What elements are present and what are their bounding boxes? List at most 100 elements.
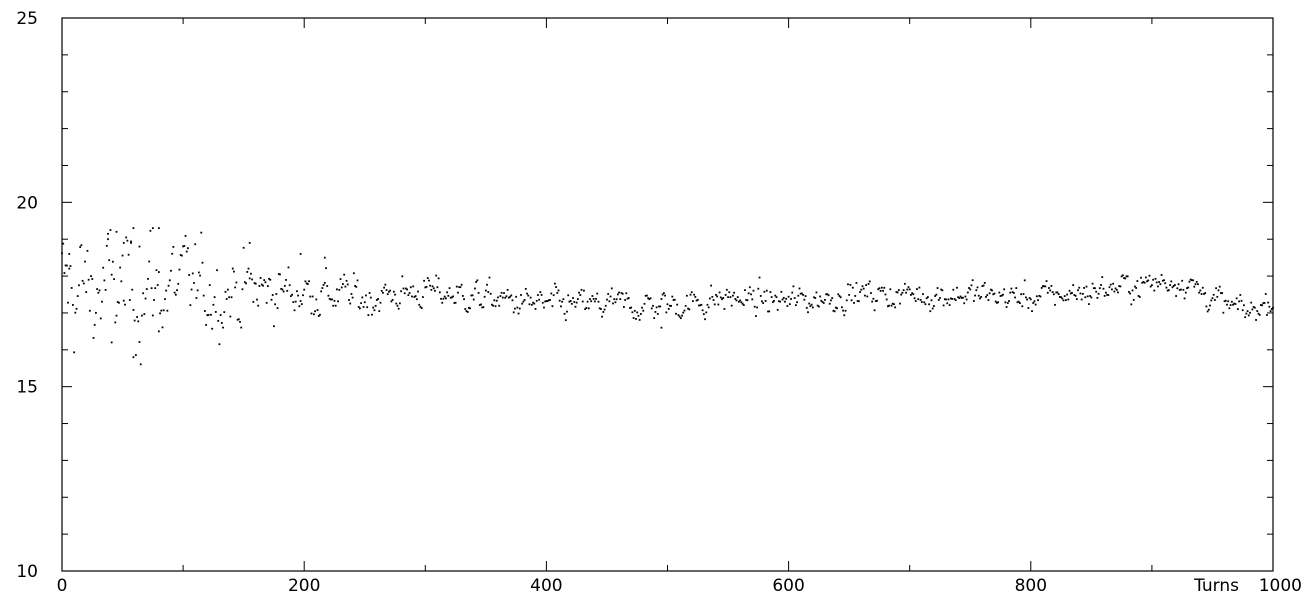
data-point — [1229, 304, 1232, 306]
data-point — [275, 293, 278, 295]
data-point — [463, 298, 465, 301]
data-point — [380, 289, 383, 292]
data-point — [476, 279, 479, 282]
data-point — [805, 306, 808, 309]
data-point — [750, 293, 752, 296]
data-point — [597, 300, 600, 303]
data-point — [503, 292, 505, 294]
data-point — [583, 289, 585, 292]
data-point — [1178, 289, 1181, 291]
data-point — [206, 314, 209, 317]
data-point — [1028, 297, 1031, 299]
data-point — [1073, 294, 1076, 296]
data-point — [292, 301, 295, 304]
data-point — [987, 299, 990, 301]
data-point — [1121, 274, 1124, 277]
data-point — [885, 298, 888, 301]
data-point — [252, 300, 255, 303]
data-point — [1077, 289, 1079, 292]
data-point — [648, 298, 651, 301]
data-point — [816, 304, 819, 307]
data-point — [334, 304, 337, 307]
data-point — [1068, 289, 1071, 292]
data-point — [97, 291, 100, 294]
data-point — [1199, 289, 1202, 292]
data-point — [553, 282, 556, 285]
data-point — [724, 294, 727, 296]
data-point — [1180, 288, 1182, 291]
data-point — [1245, 312, 1248, 315]
data-point — [458, 286, 461, 289]
data-point — [212, 303, 215, 306]
data-point — [609, 295, 612, 298]
data-point — [1119, 285, 1122, 288]
data-point — [151, 314, 154, 317]
data-point — [1090, 296, 1093, 299]
data-point — [1037, 299, 1039, 302]
data-point — [440, 297, 442, 300]
data-point — [728, 291, 731, 294]
data-point — [1094, 287, 1096, 290]
data-point — [957, 296, 960, 299]
data-point — [472, 298, 475, 301]
data-point — [595, 297, 597, 300]
data-point — [1216, 295, 1219, 298]
data-point — [260, 283, 263, 286]
data-point — [329, 298, 332, 301]
data-point — [1000, 294, 1003, 297]
data-point — [454, 301, 457, 304]
data-point — [1201, 286, 1204, 289]
data-point — [540, 294, 543, 296]
data-point — [784, 300, 786, 303]
data-point — [947, 298, 950, 301]
x-tick-label: 200 — [288, 576, 320, 595]
data-point — [533, 302, 536, 305]
data-point — [693, 293, 696, 296]
data-point — [971, 279, 974, 282]
data-point — [447, 294, 450, 297]
data-point — [349, 302, 352, 305]
data-point — [937, 299, 940, 301]
data-point — [840, 306, 843, 309]
data-point — [729, 296, 732, 298]
data-point — [798, 287, 801, 290]
data-point — [535, 299, 538, 302]
data-point — [327, 294, 330, 297]
data-point — [1027, 307, 1030, 309]
data-point — [361, 296, 364, 299]
data-point — [328, 297, 331, 300]
data-point — [1071, 292, 1073, 294]
data-point — [664, 294, 666, 297]
data-point — [218, 343, 221, 346]
data-point — [761, 300, 763, 303]
data-point — [302, 294, 304, 297]
data-point — [400, 290, 402, 293]
data-point — [1157, 285, 1159, 288]
data-point — [277, 273, 280, 275]
data-point — [177, 282, 180, 285]
data-point — [441, 301, 444, 304]
data-point — [660, 298, 663, 300]
data-point — [453, 302, 456, 304]
data-point — [905, 291, 907, 294]
data-point — [110, 341, 113, 344]
data-point — [184, 234, 187, 237]
data-point — [524, 287, 527, 290]
data-point — [569, 300, 572, 302]
data-point — [133, 319, 136, 322]
data-point — [354, 285, 356, 287]
data-point — [1124, 277, 1127, 280]
data-point — [557, 289, 560, 292]
data-point — [860, 288, 863, 291]
data-point — [125, 236, 128, 239]
data-point — [96, 288, 99, 290]
data-point — [738, 300, 740, 303]
data-point — [998, 291, 1001, 294]
data-point — [465, 310, 468, 312]
data-point — [274, 303, 277, 306]
data-point — [631, 311, 634, 314]
data-point — [1272, 306, 1274, 309]
data-point — [942, 304, 945, 307]
data-point — [1063, 295, 1066, 297]
data-point — [949, 297, 952, 300]
